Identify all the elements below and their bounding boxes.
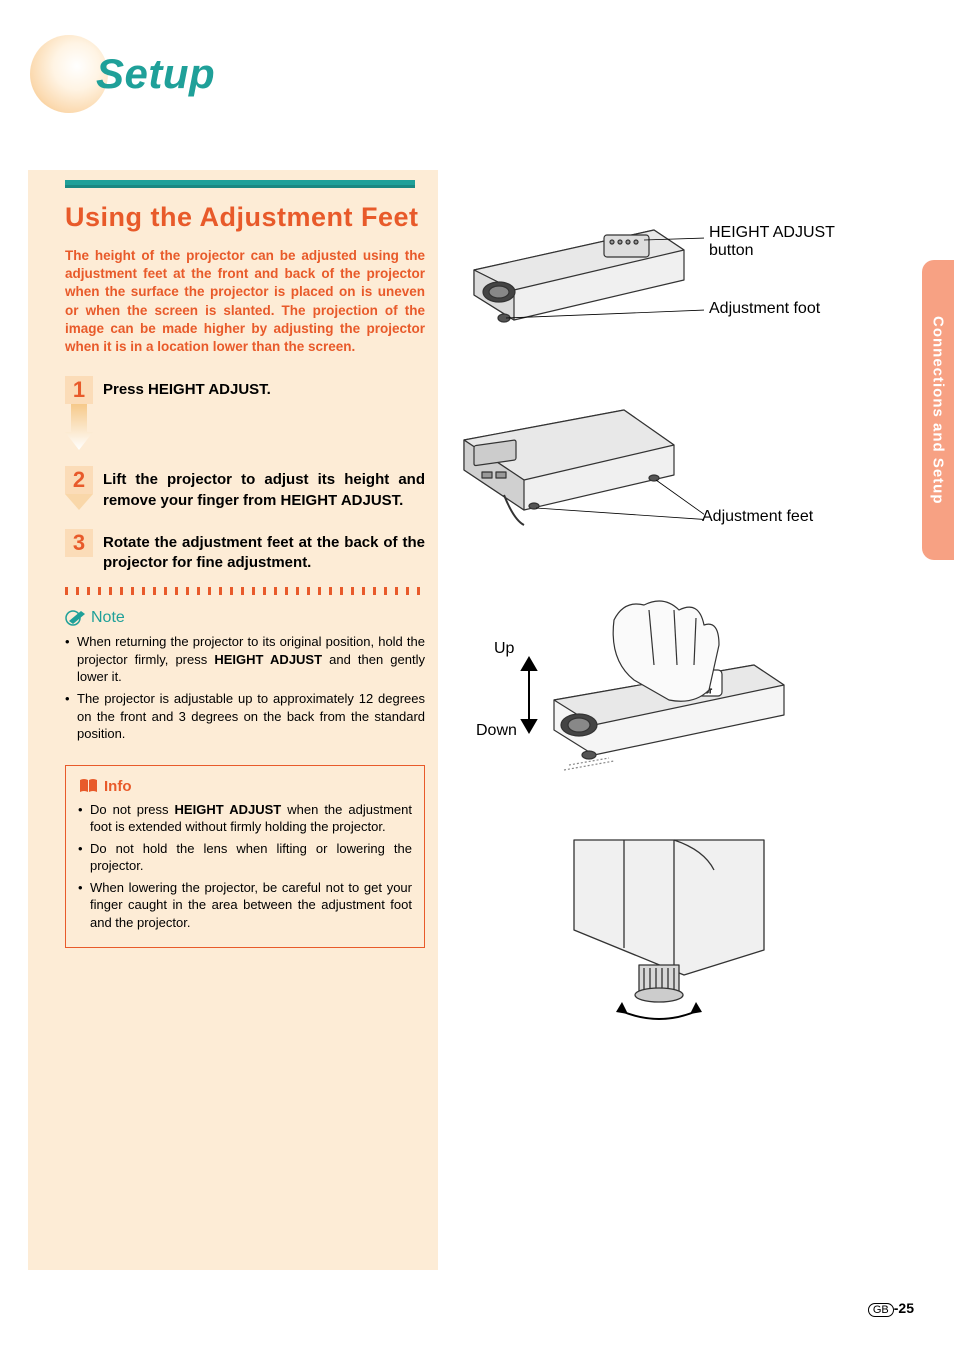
callout-label: Adjustment foot: [709, 300, 820, 318]
section-title: Using the Adjustment Feet: [65, 202, 425, 233]
book-icon: [78, 778, 100, 794]
step-3: 3 Rotate the adjustment feet at the back…: [65, 529, 425, 574]
callout-label: Adjustment feet: [702, 508, 813, 526]
arrow-label-up: Up: [494, 640, 514, 658]
section-bar: [65, 180, 415, 188]
info-header: Info: [78, 778, 412, 795]
step-arrow-icon: [65, 404, 93, 452]
page-number: GB-25: [868, 1300, 914, 1316]
info-box: Info Do not press HEIGHT ADJUST when the…: [65, 765, 425, 949]
figure-foot-closeup: [564, 830, 874, 1030]
right-figures: HEIGHT ADJUST button Adjustment foot Adj…: [444, 180, 874, 1060]
note-list: When returning the projector to its orig…: [65, 633, 425, 742]
projector-rear-illustration: [444, 380, 704, 530]
step-1: 1 Press HEIGHT ADJUST.: [65, 376, 425, 404]
step-text: Press HEIGHT ADJUST.: [103, 376, 271, 400]
callout-label: HEIGHT ADJUST button: [709, 224, 869, 260]
figure-hand-press: HEIGHT ADJUST Up Down: [474, 570, 874, 800]
step-number: 2: [65, 466, 93, 494]
step-arrow-icon: [65, 494, 93, 512]
step-number: 3: [65, 529, 93, 557]
left-content: Using the Adjustment Feet The height of …: [65, 180, 425, 948]
figure-projector-rear: Adjustment feet: [444, 380, 874, 540]
step-text: Lift the projector to adjust its height …: [103, 466, 425, 511]
hand-press-illustration: HEIGHT ADJUST: [474, 570, 814, 790]
section-intro: The height of the projector can be adjus…: [65, 247, 425, 356]
step-number: 1: [65, 376, 93, 404]
note-item: The projector is adjustable up to approx…: [65, 690, 425, 743]
step-text: Rotate the adjustment feet at the back o…: [103, 529, 425, 574]
info-label: Info: [104, 778, 132, 795]
page-header: Setup: [30, 35, 215, 113]
projector-top-illustration: [444, 180, 704, 330]
info-item: Do not press HEIGHT ADJUST when the adju…: [78, 801, 412, 836]
info-item: Do not hold the lens when lifting or low…: [78, 840, 412, 875]
note-item: When returning the projector to its orig…: [65, 633, 425, 686]
info-list: Do not press HEIGHT ADJUST when the adju…: [78, 801, 412, 932]
side-tab: Connections and Setup: [922, 260, 954, 560]
dotted-divider: [65, 587, 425, 595]
side-tab-label: Connections and Setup: [930, 316, 947, 505]
page-num-value: -25: [894, 1300, 914, 1316]
figure-projector-top: HEIGHT ADJUST button Adjustment foot: [444, 180, 874, 350]
info-item: When lowering the projector, be careful …: [78, 879, 412, 932]
page-region: GB: [868, 1303, 894, 1317]
arrow-label-down: Down: [476, 722, 517, 740]
step-2: 2 Lift the projector to adjust its heigh…: [65, 466, 425, 511]
note-header: Note: [65, 609, 425, 627]
pencil-icon: [65, 609, 87, 627]
foot-closeup-illustration: [564, 830, 784, 1030]
page-title: Setup: [96, 50, 215, 98]
note-label: Note: [91, 609, 125, 627]
